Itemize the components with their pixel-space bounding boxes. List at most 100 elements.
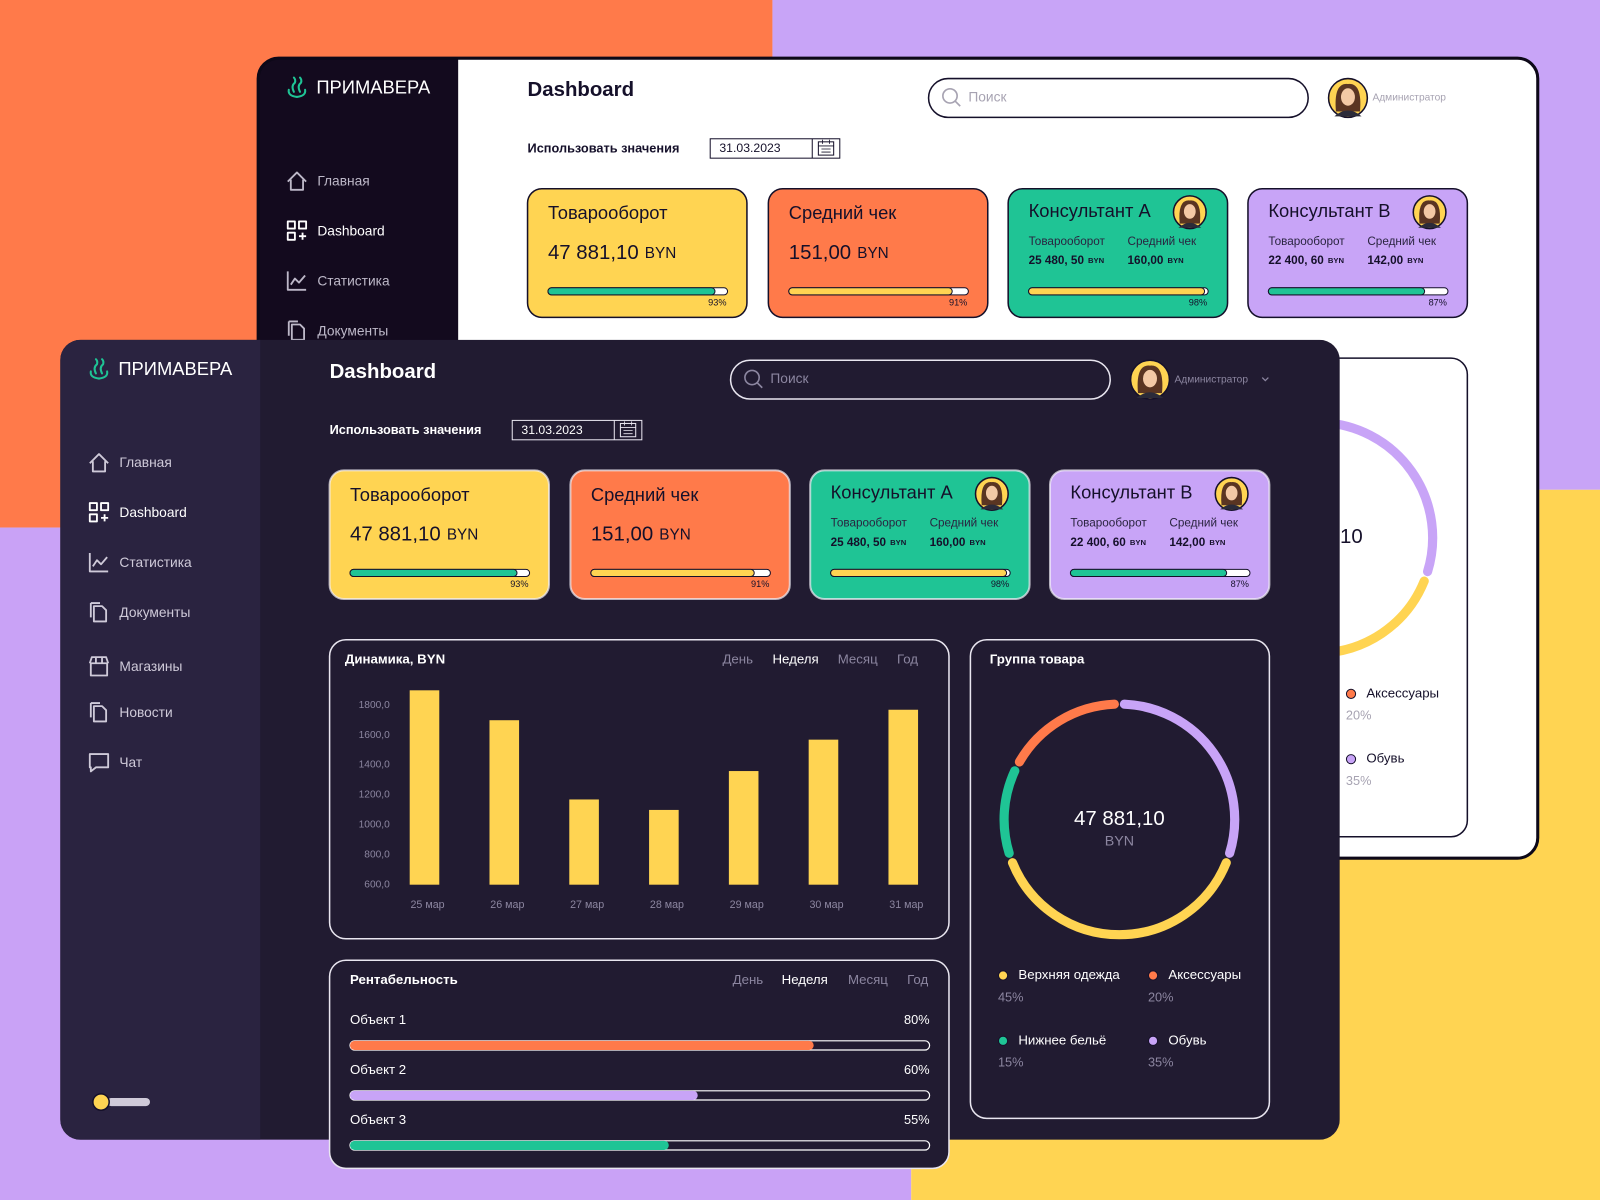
legend-label: Аксессуары bbox=[1366, 685, 1439, 700]
card-bg bbox=[1048, 469, 1271, 601]
stat-number: 142,00 bbox=[1169, 536, 1205, 549]
bar bbox=[569, 799, 599, 885]
brand-name: ПРИМАВЕРА bbox=[316, 77, 431, 98]
card-title: Средний чек bbox=[591, 484, 700, 505]
date-box[interactable] bbox=[511, 419, 643, 441]
avatar-face bbox=[985, 485, 998, 501]
user-name[interactable]: Администратор bbox=[1372, 93, 1446, 104]
card-value-unit: BYN bbox=[659, 527, 690, 544]
card-title: Товарооборот bbox=[350, 484, 470, 505]
flame bbox=[291, 76, 297, 93]
legend-value: 35% bbox=[1346, 773, 1372, 788]
search-box[interactable] bbox=[729, 359, 1111, 400]
nav-item[interactable]: Документы bbox=[89, 602, 191, 623]
toggle-track[interactable] bbox=[107, 1097, 150, 1107]
legend-dot bbox=[1147, 1035, 1159, 1046]
nav-item[interactable]: Главная bbox=[89, 453, 172, 473]
period-tab[interactable]: Год bbox=[897, 652, 918, 667]
stat-value: 142,00 BYN bbox=[1169, 536, 1225, 549]
period-tab[interactable]: Неделя bbox=[772, 652, 818, 667]
flame bbox=[287, 88, 307, 98]
card-value-number: 151,00 bbox=[591, 524, 653, 546]
stat-label: Средний чек bbox=[1367, 235, 1437, 248]
avatar-face bbox=[1423, 204, 1436, 219]
card-title: Консультант В bbox=[1070, 482, 1192, 503]
nav-label: Dashboard bbox=[317, 223, 384, 238]
card-value-unit: BYN bbox=[645, 245, 676, 262]
calendar-icon bbox=[817, 141, 835, 156]
period-tab[interactable]: Год bbox=[907, 972, 928, 987]
progress-fill bbox=[1028, 287, 1206, 296]
stat-label: Товарооборот bbox=[1268, 235, 1345, 248]
nav-item[interactable]: Dashboard bbox=[88, 502, 187, 523]
stat-number: 160,00 bbox=[930, 536, 966, 549]
stat-unit: BYN bbox=[1407, 256, 1423, 265]
period-tab[interactable]: День bbox=[722, 652, 753, 667]
card-bg bbox=[1247, 188, 1469, 319]
date-box[interactable] bbox=[709, 138, 841, 159]
progress-label: 93% bbox=[510, 579, 528, 589]
legend-dot bbox=[997, 970, 1009, 981]
avatar-face bbox=[1183, 204, 1196, 219]
stat-unit: BYN bbox=[890, 538, 906, 547]
brand-icon bbox=[89, 358, 109, 380]
search-icon bbox=[942, 87, 958, 104]
toggle-knob[interactable] bbox=[92, 1093, 110, 1111]
nav-item[interactable]: Главная bbox=[287, 171, 370, 191]
panel bbox=[328, 959, 950, 1170]
x-tick-label: 27 мар bbox=[570, 899, 604, 911]
nav-icon bbox=[287, 171, 307, 191]
donut-center-unit: BYN bbox=[1105, 834, 1134, 850]
kpi-card: Консультант В Товарооборот 22 400, 60 BYN Ср… bbox=[1247, 188, 1469, 319]
period-tab[interactable]: Неделя bbox=[782, 972, 828, 987]
x-tick-label: 25 мар bbox=[410, 899, 444, 911]
stat-number: 142,00 bbox=[1367, 254, 1403, 267]
x-tick-label: 29 мар bbox=[730, 899, 764, 911]
progress-fill bbox=[349, 568, 518, 578]
progress-fill bbox=[830, 568, 1008, 578]
user-name[interactable]: Администратор bbox=[1174, 374, 1248, 385]
brand-icon bbox=[287, 76, 307, 98]
nav-item[interactable]: Новости bbox=[89, 702, 173, 723]
nav-item[interactable]: Статистика bbox=[88, 553, 192, 573]
legend-value: 20% bbox=[1346, 708, 1372, 723]
row-value-label: 60% bbox=[904, 1062, 930, 1077]
legend-label: Обувь bbox=[1366, 751, 1404, 766]
period-tab[interactable]: Месяц bbox=[848, 972, 888, 987]
period-tab[interactable]: День bbox=[733, 972, 764, 987]
flame bbox=[93, 358, 99, 375]
nav-item[interactable]: Документы bbox=[287, 320, 389, 341]
chevron bbox=[1261, 377, 1269, 382]
card-value: 151,00 BYN bbox=[789, 242, 889, 264]
card-value: 47 881,10 BYN bbox=[548, 242, 676, 264]
card-value-number: 47 881,10 bbox=[548, 242, 639, 264]
nav-icon bbox=[89, 453, 109, 473]
card-title: Консультант А bbox=[1029, 200, 1152, 221]
nav-icon bbox=[88, 753, 110, 773]
row-label: Объект 2 bbox=[350, 1062, 406, 1077]
stat-number: 22 400, 60 bbox=[1070, 536, 1126, 549]
avatar-face bbox=[1225, 485, 1238, 501]
row-value-label: 55% bbox=[904, 1112, 930, 1127]
nav-label: Чат bbox=[119, 755, 143, 770]
nav-item[interactable]: Статистика bbox=[286, 271, 390, 291]
legend-dot bbox=[1147, 970, 1159, 981]
calendar-grid bbox=[620, 421, 636, 435]
donut-segment bbox=[1119, 699, 1240, 858]
nav-item[interactable]: Магазины bbox=[88, 656, 183, 677]
nav-item[interactable]: Чат bbox=[88, 753, 143, 773]
x-tick-label: 28 мар bbox=[650, 899, 684, 911]
card-title: Консультант А bbox=[831, 482, 954, 503]
nav-item[interactable]: Dashboard bbox=[286, 220, 385, 241]
y-tick-label: 1400,0 bbox=[359, 760, 390, 771]
legend-dot bbox=[997, 1035, 1009, 1046]
donut-segment bbox=[999, 766, 1020, 858]
period-tab[interactable]: Месяц bbox=[838, 652, 878, 667]
progress-fill bbox=[1069, 568, 1228, 578]
sidebar bbox=[60, 339, 261, 1140]
search-box[interactable] bbox=[927, 77, 1309, 119]
progress-fill bbox=[547, 287, 716, 296]
kpi-card: Консультант В Товарооборот 22 400, 60 BYN Ср… bbox=[1048, 469, 1271, 601]
